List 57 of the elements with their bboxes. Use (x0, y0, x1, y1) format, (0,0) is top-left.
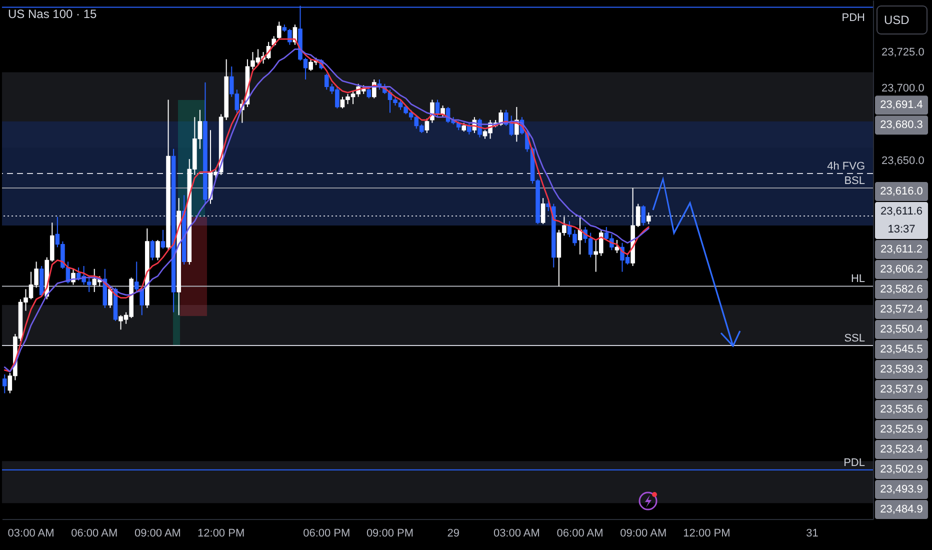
text: 23,537.9 (880, 384, 923, 396)
text: 23,616.0 (880, 186, 923, 198)
x-tick-label: 06:00 AM (71, 528, 118, 540)
candlestick (467, 122, 472, 135)
ref-line-label: SSL (844, 332, 865, 345)
candlestick (646, 212, 651, 225)
text: 23,606.2 (880, 264, 923, 276)
text: 23,535.6 (880, 404, 923, 416)
x-tick-label: 06:00 PM (303, 528, 350, 540)
text: 23,502.9 (880, 464, 923, 476)
text: 23,691.4 (880, 99, 923, 112)
candlestick (276, 21, 282, 40)
text: 23,572.4 (880, 304, 923, 316)
candlestick (2, 374, 7, 394)
text: US Nas 100 · 15 (8, 7, 98, 21)
text: 23,525.9 (880, 424, 923, 436)
ref-line-label: PDL (844, 456, 865, 469)
x-tick-label: 06:00 AM (556, 528, 604, 540)
candlestick (108, 286, 112, 308)
candlestick (140, 286, 144, 316)
x-tick-label: 09:00 PM (366, 528, 414, 540)
ref-line-label: PDH (842, 12, 866, 24)
text: 13:37 (888, 224, 916, 236)
text: 23,545.5 (880, 344, 923, 356)
candlestick (134, 261, 139, 293)
y-tick-label: 23,650.0 (882, 154, 924, 167)
candlestick (614, 239, 620, 254)
text: 23,611.6 (880, 206, 923, 218)
x-tick-label: 03:00 AM (493, 528, 540, 540)
candlestick (150, 239, 155, 261)
x-tick-label: 12:00 PM (198, 528, 245, 540)
candlestick (160, 229, 166, 250)
text: 23,611.2 (880, 244, 923, 256)
text: 23,484.9 (880, 504, 923, 516)
x-tick-label: 31 (806, 528, 818, 540)
candlestick (540, 198, 546, 225)
text: 23,550.4 (880, 324, 923, 336)
ref-line-label: 4h FVG (827, 160, 865, 172)
candlestick (424, 118, 430, 134)
ref-line-label: HL (850, 273, 865, 286)
candlestick (156, 239, 160, 261)
x-tick-label: 09:00 AM (620, 528, 667, 540)
x-tick-label: 29 (447, 528, 460, 540)
text: 23,680.3 (880, 119, 923, 132)
y-tick-label: 23,725.0 (882, 46, 924, 59)
x-tick-label: 03:00 AM (8, 528, 54, 540)
x-tick-label: 09:00 AM (134, 528, 181, 540)
candlestick (641, 204, 646, 226)
x-tick-label: 12:00 PM (683, 528, 730, 540)
text: 23,582.6 (880, 284, 923, 296)
text: 23,523.4 (880, 444, 923, 456)
text: USD (884, 13, 910, 27)
ref-line-label: BSL (844, 174, 865, 187)
text: 23,539.3 (880, 364, 923, 376)
text: 23,493.9 (880, 484, 923, 496)
candlestick (440, 105, 445, 118)
y-tick-label: 23,700.0 (882, 82, 924, 95)
